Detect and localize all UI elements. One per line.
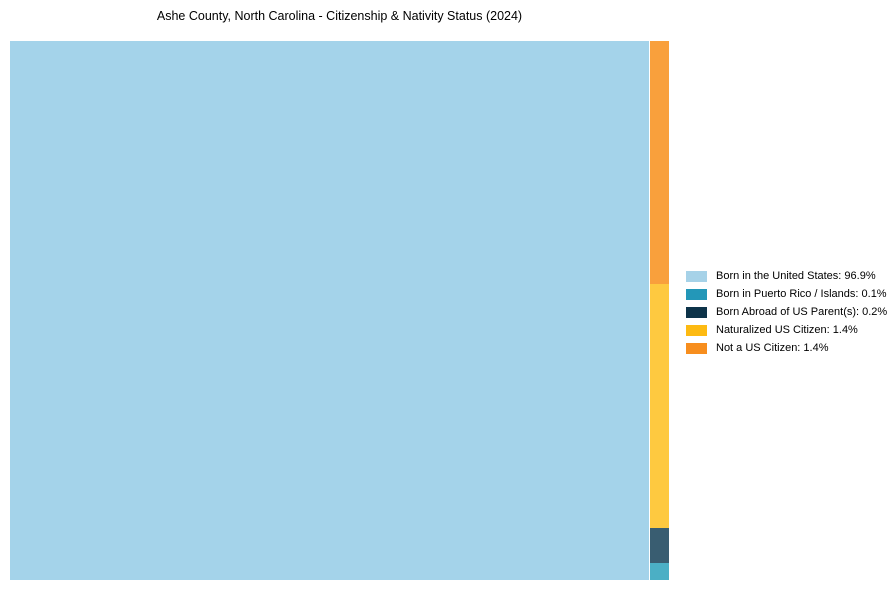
legend-label: Born Abroad of US Parent(s): 0.2% [716,306,888,318]
treemap-block-naturalized-us-citizen [649,284,669,528]
legend-swatch-icon [686,271,707,282]
legend-label: Born in the United States: 96.9% [716,270,876,282]
legend-swatch-icon [686,343,707,354]
treemap-block-born-abroad-of-us-parent-s [649,527,669,563]
treemap-plot [10,41,669,580]
chart-title: Ashe County, North Carolina - Citizenshi… [156,9,523,23]
legend-item-naturalized-us-citizen: Naturalized US Citizen: 1.4% [686,325,887,336]
legend-item-born-in-puerto-rico-islands: Born in Puerto Rico / Islands: 0.1% [686,289,887,300]
legend-swatch-icon [686,289,707,300]
legend-label: Born in Puerto Rico / Islands: 0.1% [716,288,887,300]
legend-label: Naturalized US Citizen: 1.4% [716,324,858,336]
legend-label: Not a US Citizen: 1.4% [716,342,829,354]
legend-swatch-icon [686,307,707,318]
treemap-block-not-a-us-citizen [649,41,669,285]
treemap-block-born-in-puerto-rico-islands [649,562,669,580]
treemap-block-born-in-the-united-states [10,41,649,580]
legend: Born in the United States: 96.9% Born in … [686,271,887,361]
legend-swatch-icon [686,325,707,336]
legend-item-born-in-the-united-states: Born in the United States: 96.9% [686,271,887,282]
legend-item-not-a-us-citizen: Not a US Citizen: 1.4% [686,343,887,354]
legend-item-born-abroad-of-us-parent-s: Born Abroad of US Parent(s): 0.2% [686,307,887,318]
